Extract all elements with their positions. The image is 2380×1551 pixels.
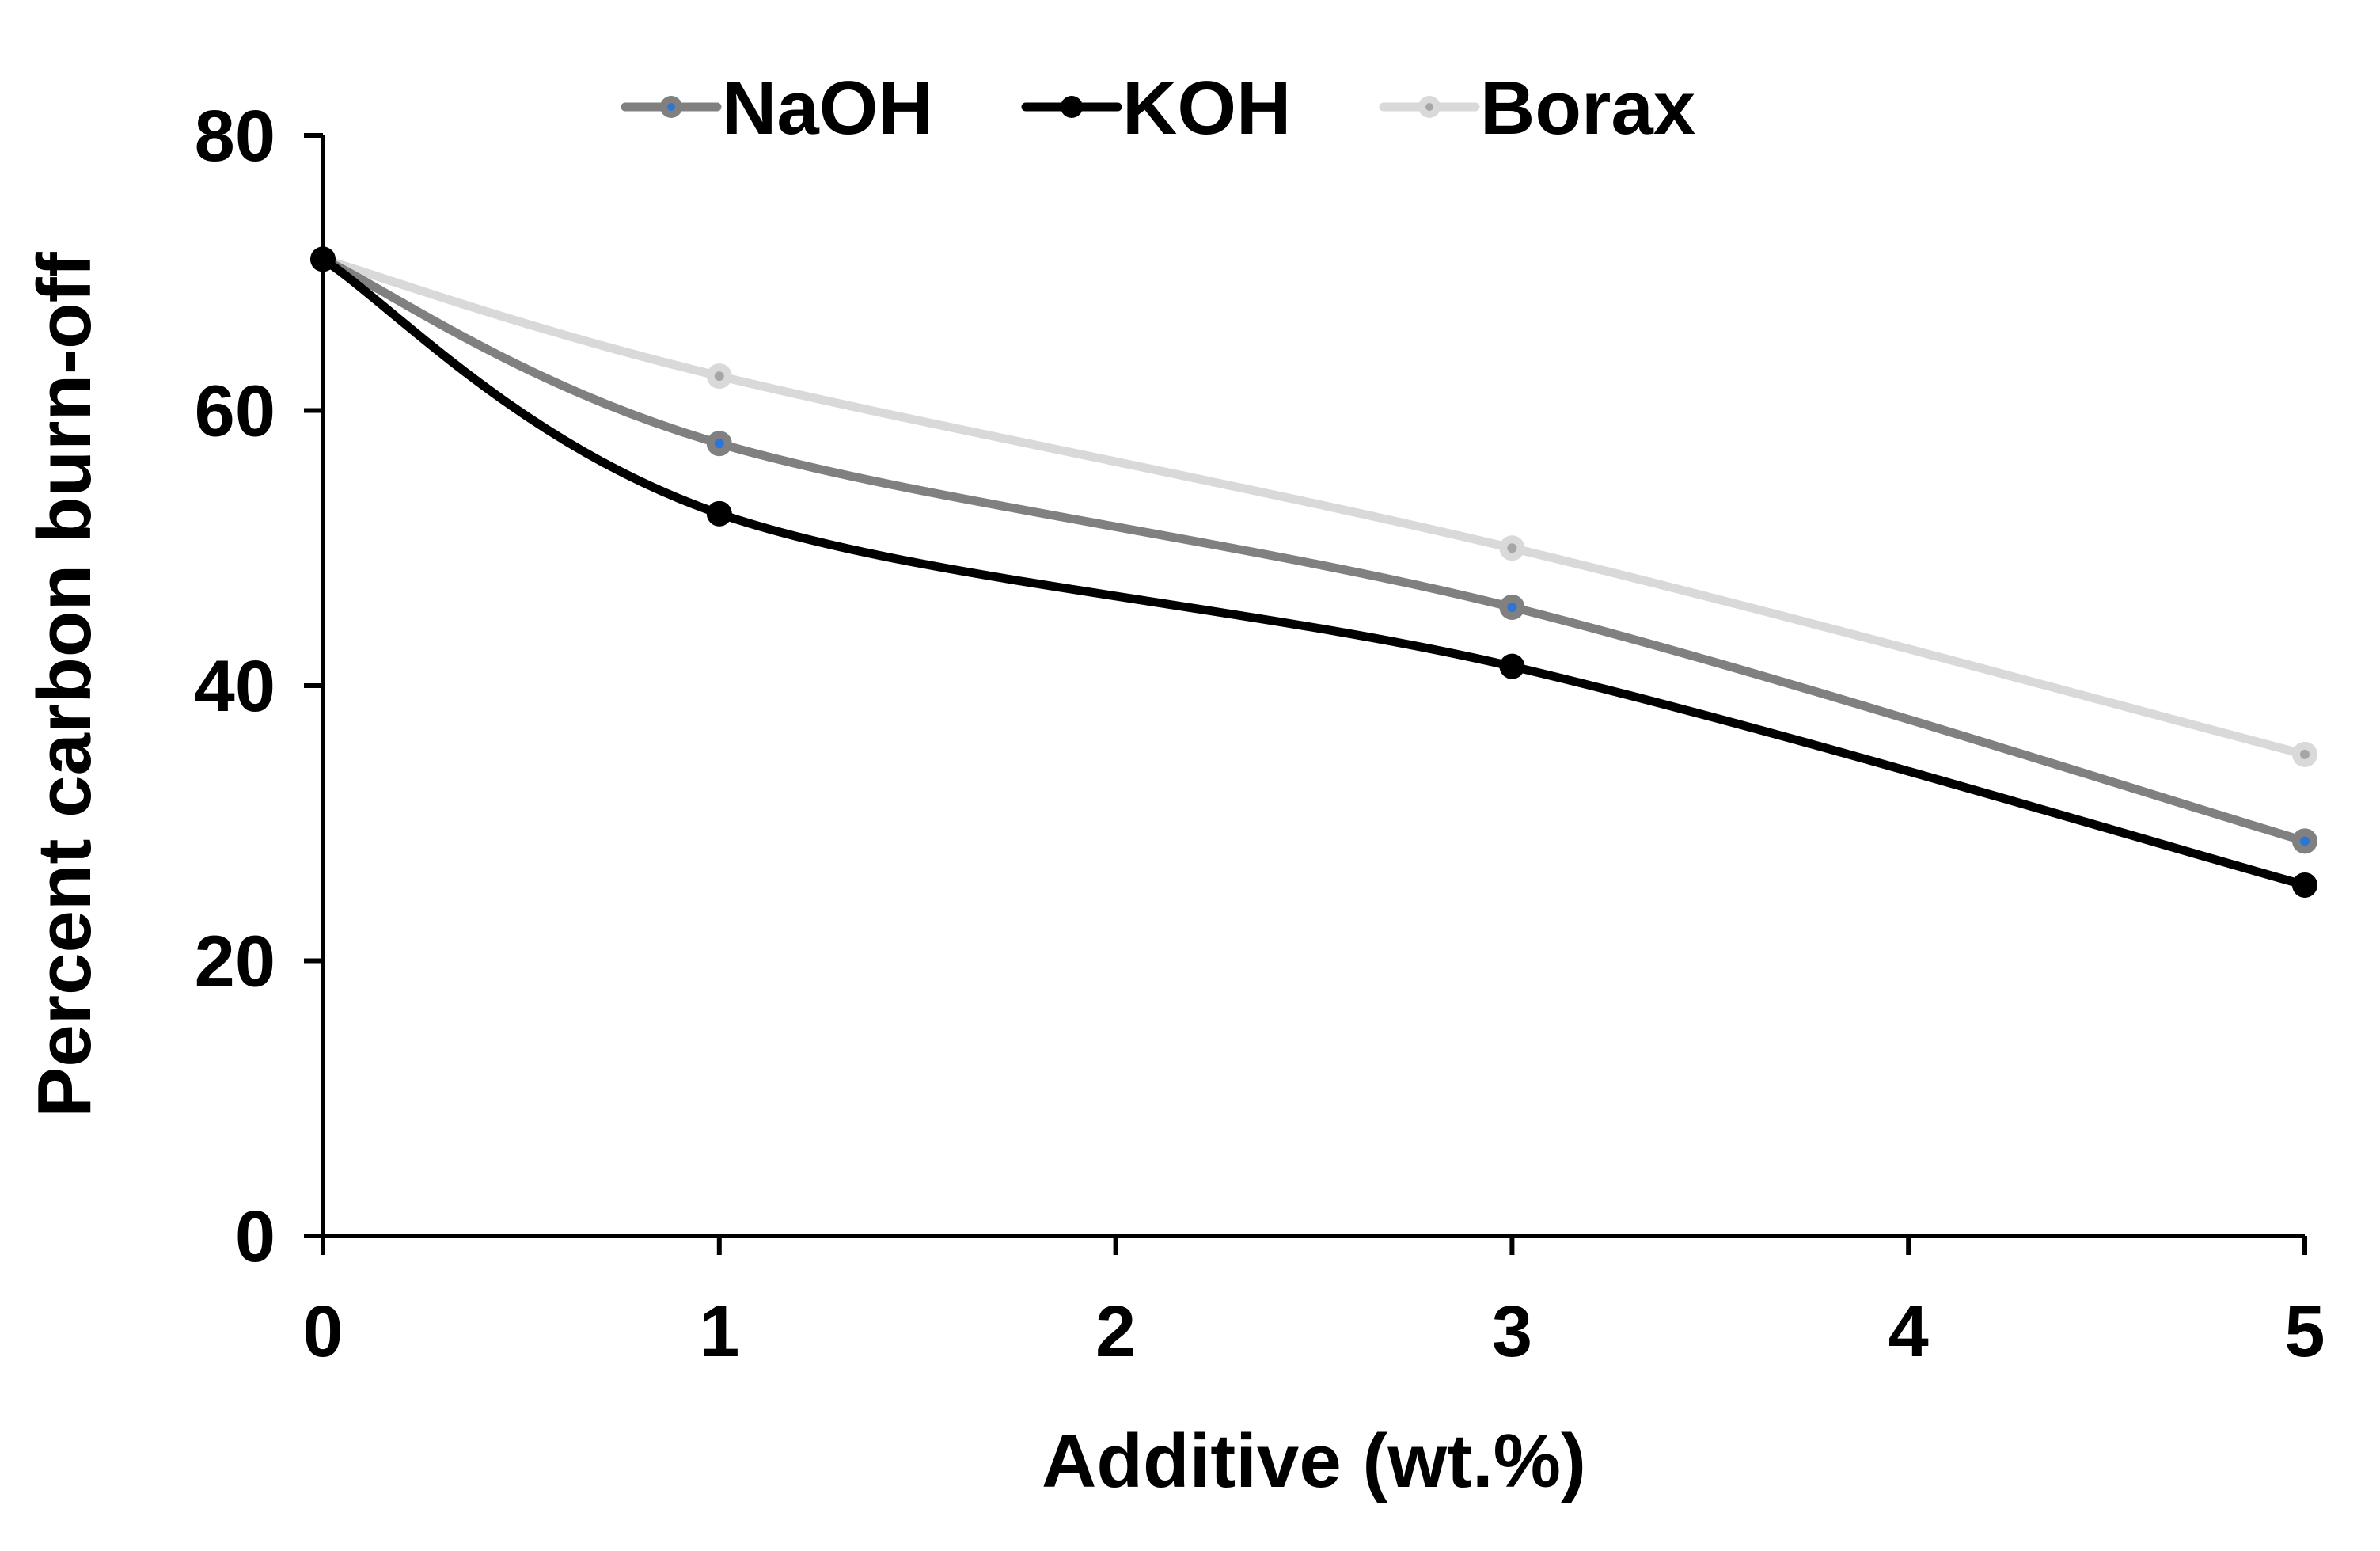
y-axis-title: Percent carbon burn-off: [22, 251, 107, 1117]
legend-label-koh: KOH: [1122, 66, 1291, 150]
series-line-koh: [318, 254, 2310, 890]
legend-marker-koh: [1061, 96, 1083, 118]
series-layer: [310, 246, 2317, 898]
series-line-borax: [318, 254, 2310, 759]
data-point-koh: [706, 500, 732, 527]
data-point-center-naoh: [1507, 602, 1517, 612]
data-point-center-borax: [2300, 749, 2310, 759]
legend-marker-center-naoh: [667, 103, 675, 111]
y-tick-label: 0: [235, 1196, 275, 1277]
x-tick-label: 4: [1888, 1291, 1929, 1372]
tick-labels-layer: 0 20 40 60 80 0 1 2 3 4 5: [195, 96, 2325, 1372]
data-point-koh: [2292, 872, 2317, 898]
y-tick-label: 20: [195, 922, 275, 1002]
data-point-center-naoh: [2300, 836, 2310, 846]
x-tick-label: 2: [1095, 1291, 1136, 1372]
data-point-center-borax: [1507, 543, 1517, 553]
legend-marker-center-borax: [1425, 103, 1433, 111]
x-tick-label: 1: [699, 1291, 739, 1372]
x-tick-label: 5: [2284, 1291, 2325, 1372]
x-tick-label: 3: [1492, 1291, 1532, 1372]
data-point-koh: [1499, 653, 1525, 679]
x-axis-title: Additive (wt.%): [1042, 1419, 1586, 1503]
legend-label-borax: Borax: [1480, 66, 1695, 150]
data-point-center-naoh: [714, 439, 724, 449]
legend-label-naoh: NaOH: [722, 66, 933, 150]
axes-layer: [304, 133, 2307, 1255]
legend: NaOH KOH Borax: [621, 66, 1695, 150]
y-tick-label: 60: [195, 371, 275, 452]
series-line-naoh: [318, 254, 2310, 846]
y-tick-label: 80: [195, 96, 275, 177]
data-point-center-borax: [714, 371, 724, 382]
y-tick-label: 40: [195, 646, 275, 727]
x-tick-label: 0: [302, 1291, 343, 1372]
